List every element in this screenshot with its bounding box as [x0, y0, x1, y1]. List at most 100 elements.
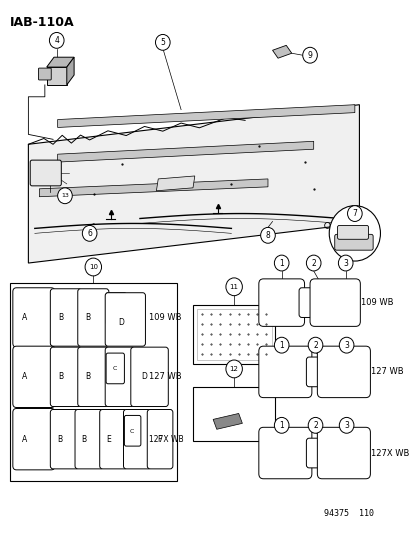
FancyBboxPatch shape [334, 235, 372, 250]
Text: A: A [22, 373, 27, 381]
FancyBboxPatch shape [100, 409, 127, 469]
Polygon shape [39, 179, 267, 197]
Text: D: D [141, 373, 147, 381]
Polygon shape [66, 57, 74, 85]
Text: B: B [85, 313, 90, 322]
Text: B: B [58, 313, 63, 322]
Circle shape [82, 225, 97, 241]
Text: 109 WB: 109 WB [149, 313, 181, 322]
Text: 1: 1 [279, 259, 283, 268]
Text: B: B [81, 435, 86, 443]
FancyBboxPatch shape [317, 346, 370, 398]
Circle shape [225, 278, 242, 296]
Text: B: B [85, 373, 90, 381]
FancyBboxPatch shape [78, 289, 109, 346]
Text: C: C [112, 366, 116, 372]
Circle shape [155, 35, 170, 50]
Circle shape [337, 255, 352, 271]
Text: 12: 12 [229, 366, 238, 372]
Text: 3: 3 [342, 259, 347, 268]
FancyBboxPatch shape [105, 347, 134, 407]
Text: 6: 6 [87, 229, 92, 238]
FancyBboxPatch shape [106, 293, 126, 325]
Text: 11: 11 [229, 284, 238, 290]
Text: 2: 2 [311, 259, 315, 268]
Text: E: E [130, 435, 135, 443]
Text: 8: 8 [265, 231, 270, 240]
FancyBboxPatch shape [50, 289, 81, 346]
FancyBboxPatch shape [30, 160, 61, 186]
Text: 5: 5 [160, 38, 165, 47]
Circle shape [307, 417, 322, 433]
Text: 7: 7 [351, 209, 356, 218]
FancyBboxPatch shape [75, 409, 103, 469]
Text: 3: 3 [343, 341, 348, 350]
Polygon shape [57, 104, 354, 127]
Circle shape [57, 188, 72, 204]
FancyBboxPatch shape [317, 427, 370, 479]
FancyBboxPatch shape [50, 347, 81, 407]
Circle shape [49, 33, 64, 49]
Text: 9: 9 [307, 51, 312, 60]
Text: 2: 2 [312, 421, 317, 430]
Text: 1: 1 [279, 341, 283, 350]
Bar [192, 387, 275, 441]
Circle shape [306, 255, 320, 271]
Polygon shape [272, 45, 291, 58]
Circle shape [274, 417, 288, 433]
Text: C: C [129, 429, 133, 434]
Text: B: B [57, 435, 62, 443]
FancyBboxPatch shape [298, 288, 315, 318]
Polygon shape [156, 176, 195, 191]
Circle shape [274, 337, 288, 353]
Text: 127 WB: 127 WB [149, 373, 181, 381]
FancyBboxPatch shape [258, 279, 304, 326]
Text: B: B [58, 373, 63, 381]
Text: 127 WB: 127 WB [370, 367, 403, 376]
Polygon shape [47, 67, 66, 85]
Text: A: A [22, 313, 27, 322]
Circle shape [307, 337, 322, 353]
Circle shape [347, 206, 361, 222]
Bar [196, 309, 271, 360]
FancyBboxPatch shape [123, 409, 151, 469]
FancyBboxPatch shape [124, 415, 140, 446]
Polygon shape [47, 57, 74, 67]
Polygon shape [213, 414, 242, 429]
Text: A: A [22, 435, 27, 443]
Circle shape [85, 258, 101, 276]
Bar [192, 304, 275, 364]
Circle shape [302, 47, 317, 63]
Text: 94375  110: 94375 110 [323, 510, 373, 519]
Circle shape [339, 417, 353, 433]
FancyBboxPatch shape [50, 409, 78, 469]
Text: 2: 2 [312, 341, 317, 350]
FancyBboxPatch shape [13, 346, 55, 408]
FancyBboxPatch shape [78, 347, 109, 407]
Text: 13: 13 [61, 193, 69, 198]
FancyBboxPatch shape [337, 225, 368, 239]
Circle shape [225, 360, 242, 378]
Text: 4: 4 [54, 36, 59, 45]
Polygon shape [28, 104, 358, 263]
Text: D: D [119, 318, 124, 327]
FancyBboxPatch shape [309, 279, 359, 326]
FancyBboxPatch shape [105, 293, 145, 346]
Text: 127X WB: 127X WB [149, 435, 183, 443]
FancyBboxPatch shape [13, 288, 55, 347]
Text: 1: 1 [279, 421, 283, 430]
Text: F: F [157, 435, 161, 443]
FancyBboxPatch shape [258, 346, 311, 398]
Text: 109 WB: 109 WB [361, 298, 393, 307]
FancyBboxPatch shape [13, 408, 55, 470]
FancyBboxPatch shape [306, 438, 322, 468]
FancyBboxPatch shape [131, 347, 168, 407]
Text: C: C [113, 306, 117, 311]
Text: 10: 10 [89, 264, 97, 270]
FancyBboxPatch shape [38, 68, 51, 80]
FancyBboxPatch shape [147, 409, 173, 469]
Circle shape [339, 337, 353, 353]
Circle shape [328, 206, 380, 261]
Bar [10, 283, 176, 481]
Polygon shape [57, 141, 313, 162]
